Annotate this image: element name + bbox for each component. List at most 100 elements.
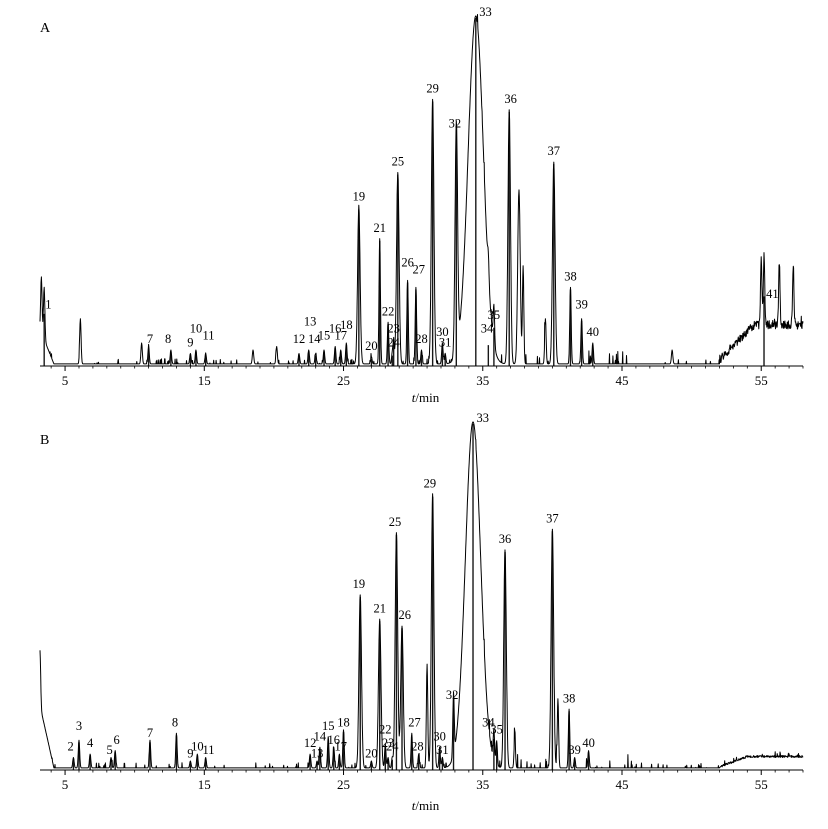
peak-label-35: 35: [490, 722, 503, 736]
peak-label-25: 25: [392, 155, 405, 169]
x-tick-label: 5: [62, 777, 69, 792]
x-tick-label: 45: [615, 777, 628, 792]
peak-label-15: 15: [322, 719, 335, 733]
chromatogram-trace: [39, 14, 804, 365]
peak-label-9: 9: [187, 336, 193, 350]
x-tick-label: 25: [337, 777, 350, 792]
peak-label-27: 27: [412, 263, 425, 277]
peak-label-37: 37: [548, 144, 561, 158]
peak-label-20: 20: [365, 747, 378, 761]
peak-label-26: 26: [401, 256, 414, 270]
peak-label-17: 17: [334, 740, 347, 754]
peak-label-33: 33: [477, 411, 490, 425]
peak-label-22: 22: [382, 304, 395, 318]
peak-label-24: 24: [386, 740, 399, 754]
peak-label-2: 2: [68, 740, 74, 754]
peak-label-3: 3: [76, 719, 82, 733]
x-tick-label: 45: [615, 373, 628, 388]
peak-label-1: 1: [45, 297, 51, 311]
peak-label-6: 6: [113, 733, 119, 747]
peak-label-25: 25: [389, 515, 402, 529]
peak-label-30: 30: [433, 729, 446, 743]
peak-label-14: 14: [314, 729, 327, 743]
peak-label-21: 21: [373, 601, 386, 615]
x-axis-label-variable: t: [412, 798, 416, 813]
peak-label-14: 14: [308, 332, 321, 346]
peak-label-31: 31: [439, 336, 452, 350]
chromatogram-trace: [39, 421, 804, 769]
peak-label-19: 19: [353, 577, 366, 591]
peak-label-34: 34: [481, 322, 494, 336]
x-axis-label-unit: /min: [415, 798, 439, 813]
peak-label-32: 32: [449, 116, 462, 130]
peak-label-39: 39: [575, 297, 588, 311]
panel-label: A: [40, 21, 51, 36]
x-tick-label: 55: [755, 777, 768, 792]
peak-label-27: 27: [408, 715, 421, 729]
peak-label-16: 16: [328, 733, 341, 747]
x-axis-label: t/min: [412, 390, 440, 405]
peak-label-28: 28: [415, 332, 428, 346]
panel-label: B: [40, 433, 49, 448]
peak-label-21: 21: [373, 221, 386, 235]
x-tick-label: 55: [755, 373, 768, 388]
peak-label-29: 29: [424, 477, 437, 491]
peak-label-20: 20: [365, 339, 378, 353]
peak-label-10: 10: [190, 322, 203, 336]
peak-label-11: 11: [202, 743, 214, 757]
peak-label-38: 38: [563, 691, 576, 705]
peak-label-12: 12: [304, 736, 317, 750]
peak-label-12: 12: [293, 332, 306, 346]
x-tick-label: 35: [476, 373, 489, 388]
peak-label-33: 33: [479, 5, 492, 19]
peak-label-13: 13: [311, 747, 324, 761]
x-tick-label: 15: [198, 777, 211, 792]
peak-label-4: 4: [87, 736, 94, 750]
peak-label-17: 17: [334, 329, 347, 343]
peak-label-36: 36: [499, 532, 512, 546]
peak-label-38: 38: [564, 269, 577, 283]
peak-label-30: 30: [436, 325, 449, 339]
peak-label-13: 13: [304, 315, 317, 329]
peak-label-24: 24: [387, 336, 400, 350]
x-axis-label-variable: t: [412, 390, 416, 405]
peak-label-39: 39: [568, 743, 581, 757]
x-tick-label: 5: [62, 373, 69, 388]
peak-label-7: 7: [147, 332, 153, 346]
peak-label-18: 18: [340, 318, 353, 332]
peak-label-37: 37: [546, 511, 559, 525]
peak-label-36: 36: [504, 92, 517, 106]
x-tick-label: 25: [337, 373, 350, 388]
peak-label-8: 8: [165, 332, 171, 346]
peak-label-19: 19: [353, 189, 366, 203]
peak-label-7: 7: [147, 726, 153, 740]
peak-label-34: 34: [482, 715, 495, 729]
peak-label-15: 15: [318, 329, 331, 343]
peak-label-32: 32: [446, 688, 459, 702]
peak-label-40: 40: [587, 325, 600, 339]
peak-label-40: 40: [582, 736, 595, 750]
x-axis-label-unit: /min: [415, 390, 439, 405]
peak-label-23: 23: [382, 736, 395, 750]
peak-label-29: 29: [426, 82, 439, 96]
peak-label-41: 41: [766, 287, 779, 301]
x-tick-label: 35: [476, 777, 489, 792]
peak-label-18: 18: [337, 715, 350, 729]
x-axis-label: t/min: [412, 798, 440, 813]
peak-label-26: 26: [399, 608, 412, 622]
peak-label-11: 11: [202, 329, 214, 343]
peak-label-35: 35: [488, 308, 501, 322]
peak-label-22: 22: [379, 722, 392, 736]
peak-label-23: 23: [387, 322, 400, 336]
peak-label-8: 8: [172, 715, 178, 729]
x-tick-label: 15: [198, 373, 211, 388]
peak-label-28: 28: [411, 740, 424, 754]
peak-label-5: 5: [106, 743, 112, 757]
peak-label-10: 10: [191, 740, 204, 754]
peak-label-16: 16: [329, 322, 342, 336]
peak-label-9: 9: [187, 747, 193, 761]
peak-label-31: 31: [436, 743, 449, 757]
